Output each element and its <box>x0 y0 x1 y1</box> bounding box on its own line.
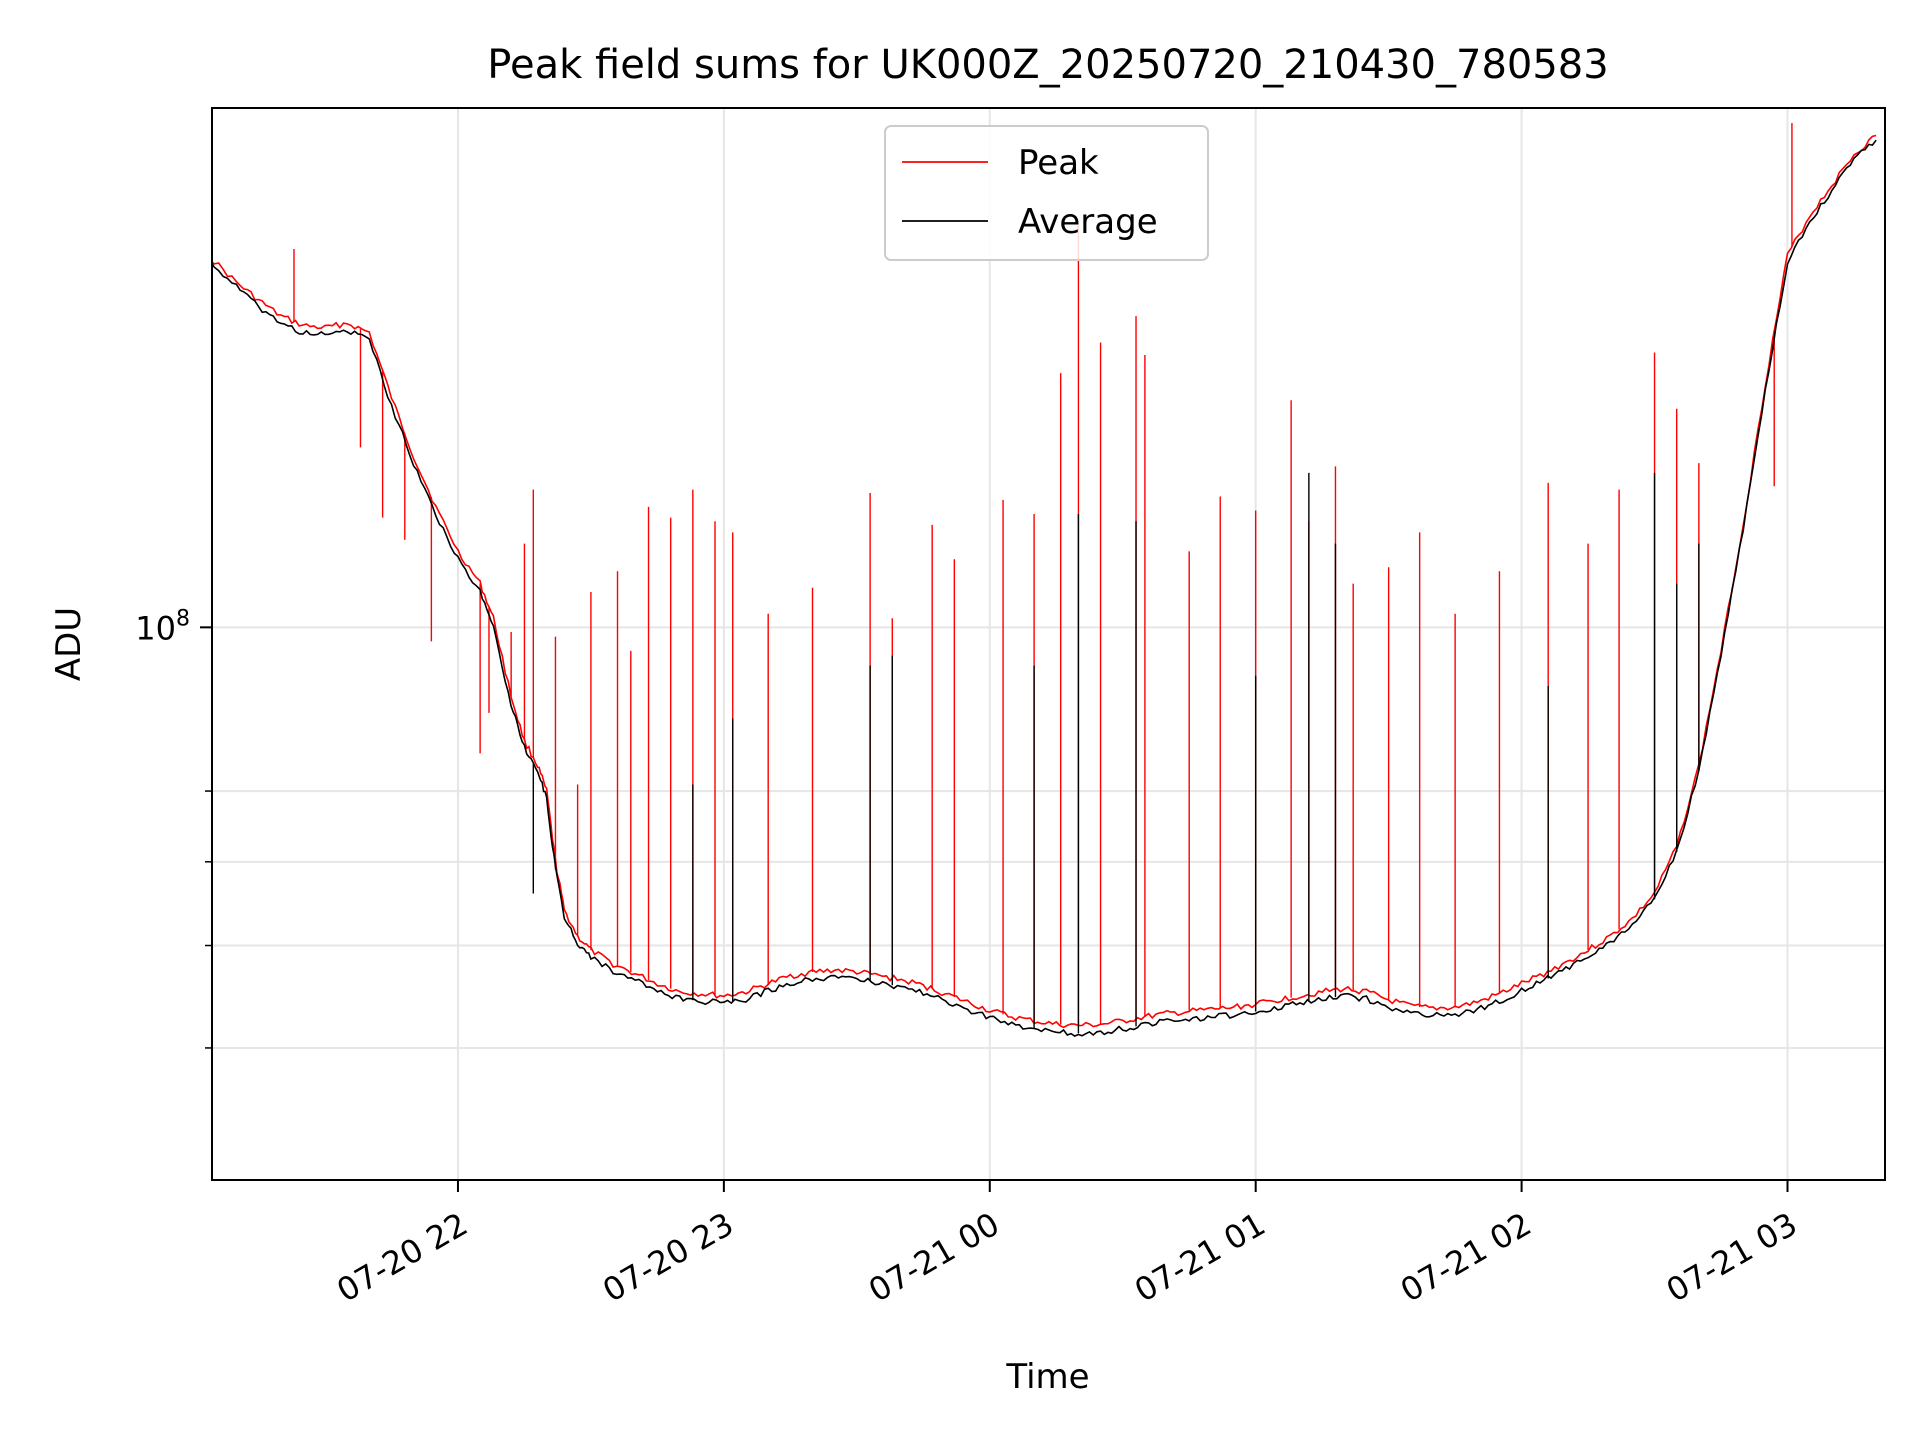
series-line-peak <box>212 134 1877 1029</box>
axes-frame <box>211 107 1886 1181</box>
legend: Peak Average <box>884 125 1209 261</box>
x-axis-label: Time <box>1005 1357 1089 1397</box>
y-axis-label: ADU <box>49 607 89 681</box>
grid-lines <box>212 108 1885 1180</box>
series-line-average <box>212 139 1877 1038</box>
legend-label-average: Average <box>1018 202 1158 242</box>
chart-title: Peak field sums for UK000Z_20250720_2104… <box>487 42 1608 88</box>
legend-box <box>884 125 1209 261</box>
legend-label-peak: Peak <box>1018 143 1099 183</box>
plot-area <box>212 123 1877 1038</box>
